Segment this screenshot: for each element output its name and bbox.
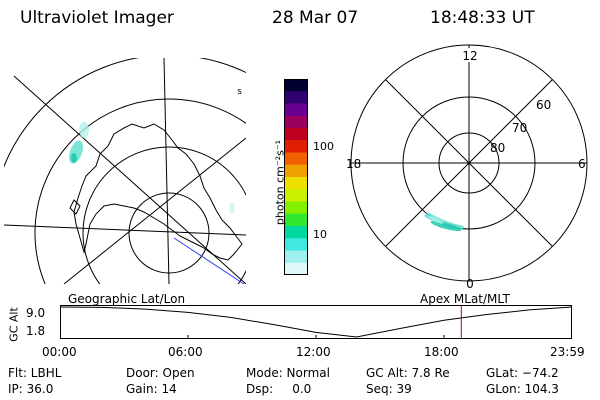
mlt-label-bottom: 0 [466, 277, 474, 290]
coastline [73, 123, 243, 261]
lat-label-70: 70 [512, 121, 527, 135]
info-filter: Flt: LBHL [8, 366, 62, 380]
timeline-ytick-top: 9.0 [26, 306, 46, 320]
mlt-label-top: 12 [462, 49, 477, 63]
colorbar-segment [284, 128, 308, 141]
colorbar-segment [284, 91, 308, 104]
polar-diag-2 [385, 79, 553, 247]
lat-label-60: 60 [536, 98, 551, 112]
meridian-4 [63, 137, 246, 284]
colorbar-segment [284, 115, 308, 129]
info-dsp: Dsp: 0.0 [246, 382, 312, 396]
colorbar-segment [284, 262, 308, 275]
lat-circle-3 [82, 146, 246, 284]
info-seq: Seq: 39 [366, 382, 412, 396]
polar-label: Apex MLat/MLT [420, 292, 510, 306]
colorbar-tick-10: 10 [313, 228, 327, 241]
meridian-3 [13, 75, 246, 284]
lat-circle-2 [34, 98, 246, 284]
coastline-island [69, 199, 81, 215]
info-door: Door: Open [126, 366, 195, 380]
timeline-xtick-2: 12:00 [296, 345, 331, 359]
lat-label-80: 80 [490, 141, 505, 155]
info-glat: GLat: −74.2 [486, 366, 559, 380]
geo-map-label: Geographic Lat/Lon [68, 292, 186, 306]
colorbar-segment [284, 164, 308, 178]
aurora-polar [424, 212, 464, 232]
colorbar-segment [284, 201, 308, 215]
timeline-xtick-3: 18:00 [424, 345, 459, 359]
altitude-timeline [60, 305, 572, 339]
colorbar-segment [284, 140, 308, 153]
colorbar-segment [284, 79, 308, 92]
lat-circle-outer [4, 58, 246, 168]
timeline-xtick-4: 23:59 [550, 345, 585, 359]
colorbar-tick-100: 100 [313, 140, 334, 153]
timeline-xtick-0: 00:00 [42, 345, 77, 359]
timeline-ytick-bottom: 1.8 [26, 324, 46, 338]
info-gc-alt: GC Alt: 7.8 Re [366, 366, 450, 380]
info-mode: Mode: Normal [246, 366, 330, 380]
altitude-curve [60, 306, 572, 338]
colorbar-segment [284, 189, 308, 202]
info-gain: Gain: 14 [126, 382, 177, 396]
colorbar-unit-label: photon cm⁻²s⁻¹ [273, 139, 287, 226]
polar-plot: 12 18 6 0 60 70 80 [346, 44, 588, 290]
geographic-map: s [4, 58, 246, 284]
meridian-2 [4, 224, 246, 236]
info-glon: GLon: 104.3 [486, 382, 559, 396]
aurora-geo [69, 122, 235, 214]
colorbar-segment [284, 213, 308, 227]
mlt-label-right: 6 [578, 157, 586, 171]
timeline-xtick-1: 06:00 [168, 345, 203, 359]
colorbar [284, 79, 308, 275]
meridian-1 [163, 58, 170, 284]
corner-letter: s [237, 87, 242, 97]
colorbar-segment [284, 250, 308, 264]
instrument-title: Ultraviolet Imager [20, 8, 174, 28]
time-label: 18:48:33 UT [430, 8, 535, 28]
info-ip: IP: 36.0 [8, 382, 54, 396]
colorbar-segment [284, 238, 308, 251]
satellite-track [173, 237, 245, 284]
timeline-ylabel: GC Alt [7, 307, 21, 342]
colorbar-segment [284, 103, 308, 117]
colorbar-segment [284, 226, 308, 239]
colorbar-segment [284, 177, 308, 190]
mlt-label-left: 18 [346, 157, 361, 171]
date-label: 28 Mar 07 [272, 8, 359, 28]
colorbar-segment [284, 152, 308, 166]
